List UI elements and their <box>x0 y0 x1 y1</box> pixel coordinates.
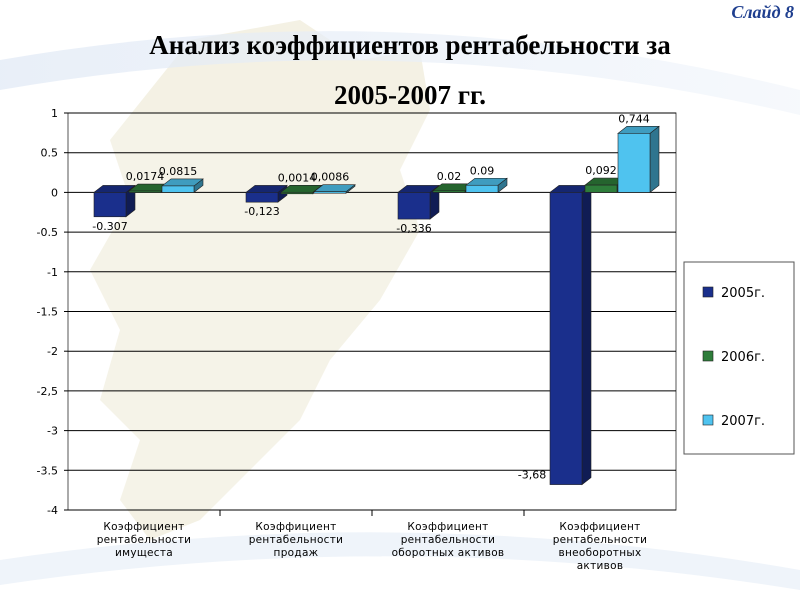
title-line-2: 2005-2007 гг. <box>334 80 486 110</box>
slide-number: Слайд 8 <box>731 2 794 22</box>
bar-2005г.-3 <box>549 184 592 486</box>
legend-swatch <box>702 350 714 362</box>
legend: 2005г. 2006г. 2007г. <box>683 261 795 455</box>
legend-entry: 2006г. <box>721 350 765 365</box>
data-label: 0,092 <box>585 164 617 177</box>
y-tick-label: -3 <box>47 425 58 438</box>
data-label: 0.09 <box>470 164 495 177</box>
y-tick-label: -2,5 <box>37 385 58 398</box>
bar-2005г.-0 <box>93 184 136 218</box>
bar-2007г.-1 <box>313 184 356 194</box>
title-line-1: Анализ коэффициентов рентабельности за <box>149 30 671 60</box>
bar-2007г.-2 <box>465 177 508 194</box>
data-label: 0.0815 <box>159 165 198 178</box>
data-label: 0,744 <box>618 112 650 125</box>
category-label: активов <box>577 560 624 572</box>
data-label: 0.02 <box>437 170 462 183</box>
y-tick-label: 0.5 <box>41 147 59 160</box>
data-label: 0,0174 <box>126 170 165 183</box>
bar-2007г.-3 <box>617 125 660 194</box>
bar-2007г.-0 <box>161 178 204 194</box>
category-label: Коэффициент <box>255 521 336 533</box>
legend-entry: 2007г. <box>721 414 765 429</box>
category-label: рентабельности <box>97 534 192 546</box>
category-label: оборотных активов <box>392 547 505 559</box>
x-axis-categories: КоэффициентрентабельностиимущестаКоэффиц… <box>97 521 648 572</box>
category-label: Коэффициент <box>559 521 640 533</box>
legend-entry: 2005г. <box>721 286 765 301</box>
y-tick-label: -2 <box>47 345 58 358</box>
category-label: рентабельности <box>249 534 344 546</box>
y-tick-label: -1 <box>47 266 58 279</box>
legend-swatch <box>702 414 714 426</box>
legend-box <box>683 261 795 455</box>
decorative-swoosh <box>0 31 800 116</box>
y-tick-label: -3.5 <box>37 464 58 477</box>
y-tick-label: -0.5 <box>37 226 58 239</box>
data-label: 0,0086 <box>311 171 350 184</box>
legend-swatch <box>702 286 714 298</box>
y-tick-label: 1 <box>51 107 58 120</box>
data-label: -0,123 <box>244 205 279 218</box>
decorative-swoosh-bottom <box>0 532 800 590</box>
bar-2005г.-2 <box>397 184 440 220</box>
data-label: -0.307 <box>92 220 127 233</box>
category-label: имущеста <box>115 547 173 559</box>
y-axis-ticks: 1 0.5 0 -0.5 -1 -1.5 -2 -2,5 -3 -3.5 -4 <box>37 107 68 517</box>
y-tick-label: 0 <box>51 186 58 199</box>
y-tick-label: -1.5 <box>37 306 58 319</box>
y-tick-label: -4 <box>47 504 58 517</box>
data-label: -3,68 <box>518 469 546 482</box>
page-title: Анализ коэффициентов рентабельности за 2… <box>40 20 780 120</box>
category-label: рентабельности <box>401 534 496 546</box>
category-label: рентабельности <box>553 534 648 546</box>
map-silhouette <box>90 20 430 540</box>
data-label: 0,0014 <box>278 171 317 184</box>
data-label: -0,336 <box>396 222 431 235</box>
bars <box>93 125 660 486</box>
category-label: внеоборотных <box>558 547 641 559</box>
category-label: Коэффициент <box>407 521 488 533</box>
category-label: Коэффициент <box>103 521 184 533</box>
data-labels: -0.307 -0,123 -0,336 -3,68 0,0174 0,0014 0.02 0… <box>92 112 649 481</box>
category-label: продаж <box>274 547 319 559</box>
